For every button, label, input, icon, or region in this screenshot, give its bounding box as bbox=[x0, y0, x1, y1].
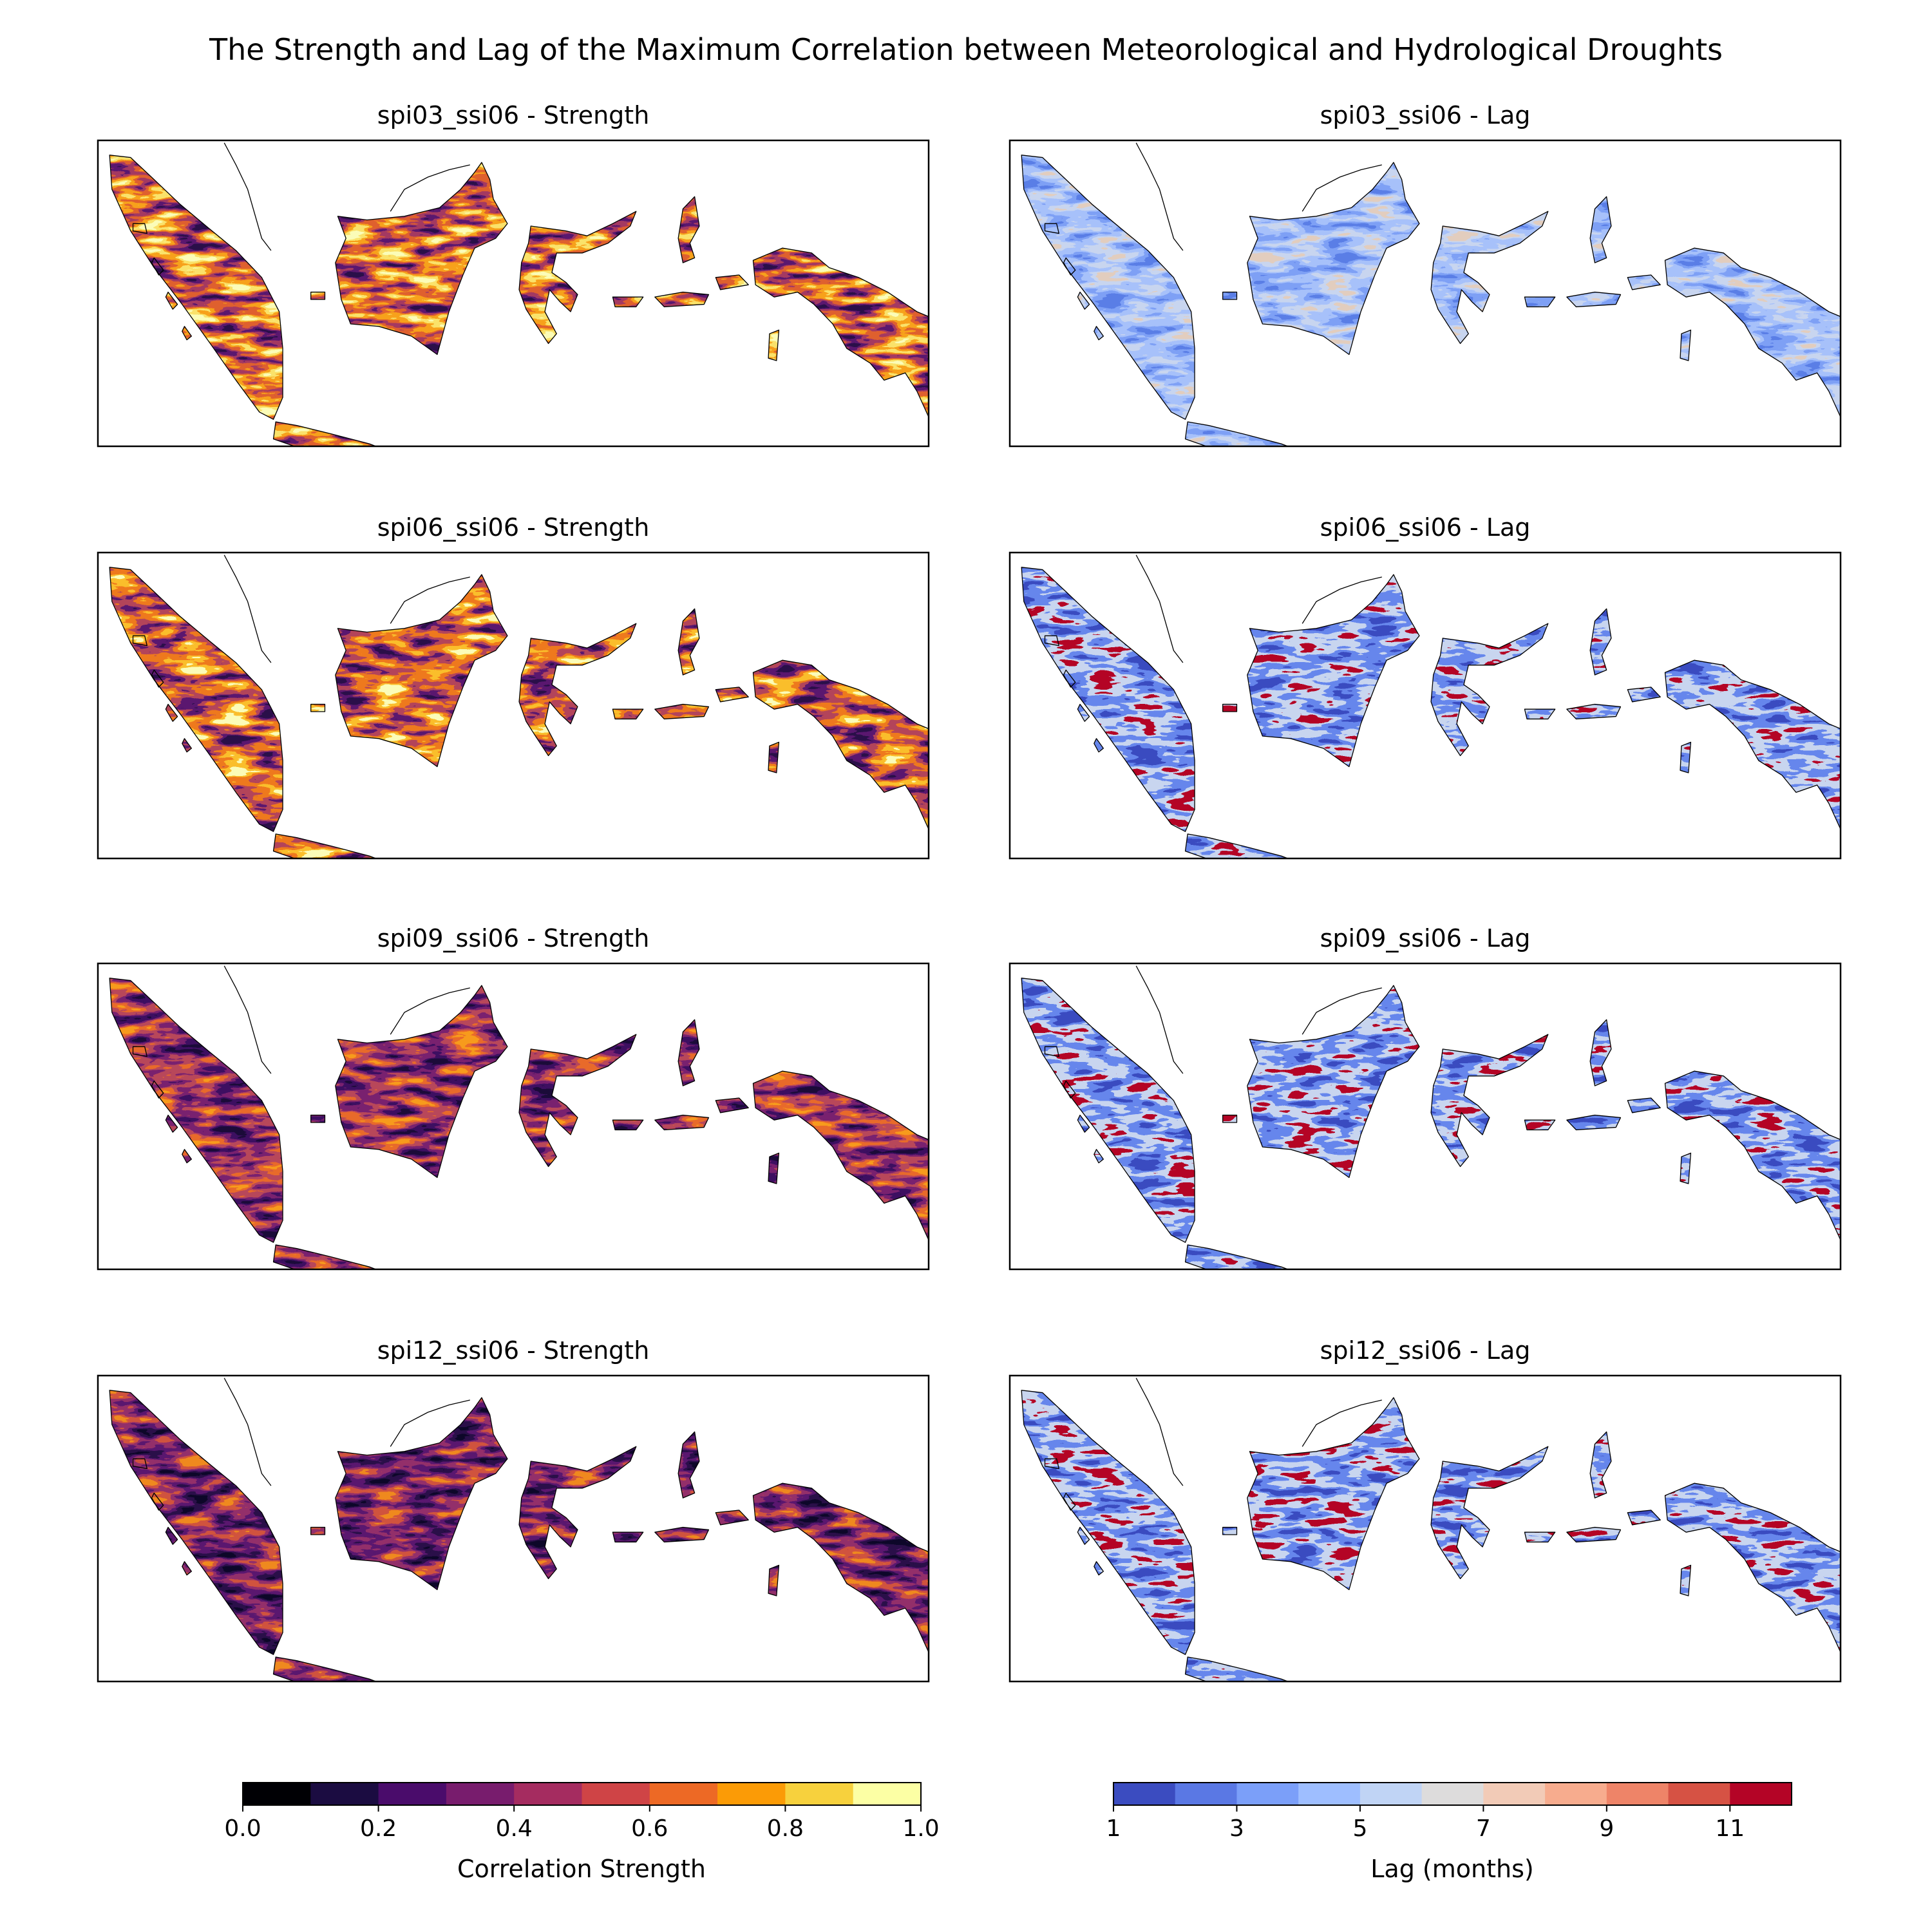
colorbar-tick-label: 0.8 bbox=[767, 1815, 804, 1842]
colorbar-bin bbox=[785, 1783, 854, 1805]
borneo-north-coast bbox=[1302, 576, 1382, 624]
malay-peninsula-coast bbox=[1135, 965, 1184, 1074]
colorbar-tick-label: 0.2 bbox=[360, 1815, 397, 1842]
panel-title: spi06_ssi06 - Lag bbox=[1320, 513, 1531, 542]
map-field-texture bbox=[98, 140, 929, 446]
panel-title: spi03_ssi06 - Lag bbox=[1320, 101, 1531, 129]
malay-peninsula-coast bbox=[1135, 1378, 1184, 1486]
malay-peninsula-coast bbox=[1135, 142, 1184, 251]
map-panel: spi12_ssi06 - Strength bbox=[97, 1336, 930, 1683]
panel-title: spi09_ssi06 - Strength bbox=[377, 924, 650, 952]
colorbar-bin bbox=[1545, 1783, 1607, 1805]
colorbar-tick-label: 11 bbox=[1715, 1815, 1745, 1842]
borneo-north-coast bbox=[1302, 164, 1382, 212]
panel-title: spi03_ssi06 - Strength bbox=[377, 101, 650, 129]
malay-peninsula-coast bbox=[223, 554, 272, 663]
map-panel: spi09_ssi06 - Lag bbox=[1009, 924, 1842, 1271]
colorbar-bin bbox=[1606, 1783, 1669, 1805]
colorbar-tick-label: 7 bbox=[1476, 1815, 1491, 1842]
map-panel: spi09_ssi06 - Strength bbox=[97, 924, 930, 1271]
colorbar-bin bbox=[1668, 1783, 1730, 1805]
map-field-texture bbox=[1010, 553, 1841, 858]
colorbar-tick-label: 5 bbox=[1352, 1815, 1367, 1842]
map-panel: spi03_ssi06 - Strength bbox=[97, 101, 930, 448]
map-field-texture bbox=[1010, 963, 1841, 1269]
borneo-north-coast bbox=[390, 987, 470, 1035]
colorbar-bin bbox=[1483, 1783, 1546, 1805]
panel-title: spi06_ssi06 - Strength bbox=[377, 513, 650, 542]
figure-title: The Strength and Lag of the Maximum Corr… bbox=[209, 32, 1723, 67]
colorbar-lag-label: Lag (months) bbox=[1370, 1855, 1533, 1883]
panel-frame bbox=[97, 139, 930, 448]
colorbar-bin bbox=[582, 1783, 650, 1805]
map-panel: spi06_ssi06 - Lag bbox=[1009, 513, 1842, 860]
panel-frame bbox=[1009, 1374, 1842, 1683]
colorbar-bin bbox=[243, 1783, 311, 1805]
borneo-north-coast bbox=[390, 1399, 470, 1447]
colorbar-bin bbox=[853, 1783, 922, 1805]
borneo-north-coast bbox=[390, 576, 470, 624]
colorbar-strength-label: Correlation Strength bbox=[457, 1855, 706, 1883]
panel-title: spi12_ssi06 - Strength bbox=[377, 1336, 650, 1365]
colorbar-strength-frame bbox=[242, 1782, 922, 1806]
panel-frame bbox=[1009, 139, 1842, 448]
malay-peninsula-coast bbox=[223, 142, 272, 251]
panel-title: spi12_ssi06 - Lag bbox=[1320, 1336, 1531, 1365]
colorbar-bin bbox=[1421, 1783, 1484, 1805]
panel-frame bbox=[97, 962, 930, 1271]
map-field-texture bbox=[98, 553, 929, 858]
panel-frame bbox=[1009, 962, 1842, 1271]
map-field-texture bbox=[1010, 1376, 1841, 1681]
colorbar-bin bbox=[446, 1783, 515, 1805]
map-field-texture bbox=[1010, 140, 1841, 446]
map-field-texture bbox=[98, 963, 929, 1269]
malay-peninsula-coast bbox=[223, 965, 272, 1074]
panel-frame bbox=[97, 1374, 930, 1683]
colorbar-bin bbox=[1175, 1783, 1237, 1805]
colorbar-bin bbox=[649, 1783, 718, 1805]
colorbar-tick-label: 0.4 bbox=[496, 1815, 533, 1842]
colorbar-tick-label: 3 bbox=[1229, 1815, 1244, 1842]
borneo-north-coast bbox=[1302, 987, 1382, 1035]
map-panel: spi03_ssi06 - Lag bbox=[1009, 101, 1842, 448]
colorbar-bin bbox=[1730, 1783, 1792, 1805]
colorbar-tick-label: 1.0 bbox=[902, 1815, 939, 1842]
map-field-texture bbox=[98, 1376, 929, 1681]
borneo-north-coast bbox=[390, 164, 470, 212]
colorbar-tick-label: 0.6 bbox=[631, 1815, 668, 1842]
colorbar-bin bbox=[1236, 1783, 1299, 1805]
colorbar-bin bbox=[1298, 1783, 1361, 1805]
colorbar-bin bbox=[1113, 1783, 1176, 1805]
colorbar-bin bbox=[1359, 1783, 1423, 1805]
malay-peninsula-coast bbox=[223, 1378, 272, 1486]
colorbar-lag-frame bbox=[1113, 1782, 1792, 1806]
colorbar-lag: 1 3 5 7 9 11 Lag (months) bbox=[1106, 1782, 1792, 1883]
colorbar-tick-label: 1 bbox=[1106, 1815, 1121, 1842]
panel-frame bbox=[1009, 551, 1842, 860]
panel-frame bbox=[97, 551, 930, 860]
borneo-north-coast bbox=[1302, 1399, 1382, 1447]
colorbar-tick-label: 0.0 bbox=[224, 1815, 261, 1842]
panel-title: spi09_ssi06 - Lag bbox=[1320, 924, 1531, 952]
colorbar-strength: 0.0 0.2 0.4 0.6 0.8 1.0 Correlation Strength bbox=[224, 1782, 940, 1883]
map-panel: spi12_ssi06 - Lag bbox=[1009, 1336, 1842, 1683]
colorbar-bin bbox=[378, 1783, 447, 1805]
map-panel: spi06_ssi06 - Strength bbox=[97, 513, 930, 860]
malay-peninsula-coast bbox=[1135, 554, 1184, 663]
colorbar-bin bbox=[717, 1783, 786, 1805]
colorbar-bin bbox=[310, 1783, 379, 1805]
colorbar-bin bbox=[514, 1783, 582, 1805]
colorbar-tick-label: 9 bbox=[1599, 1815, 1614, 1842]
